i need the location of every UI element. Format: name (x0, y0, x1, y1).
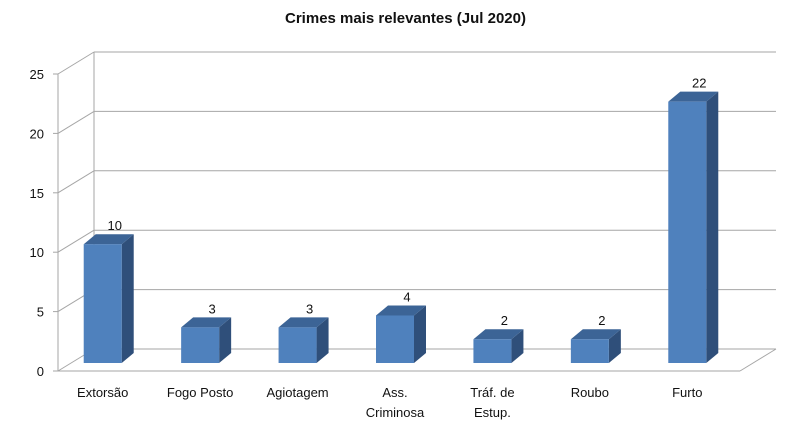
bar-top (181, 317, 232, 328)
bar-top (570, 329, 621, 340)
x-tick-label: Roubo (571, 385, 609, 400)
data-label: 2 (598, 313, 605, 328)
grid-depth-line (57, 229, 95, 253)
y-tick-label: 10 (30, 245, 44, 260)
x-tick-label: Tráf. de (470, 385, 514, 400)
y-tick-label: 0 (37, 364, 44, 379)
y-tick-label: 15 (30, 186, 44, 201)
data-label: 22 (692, 76, 706, 91)
bar-top (668, 91, 719, 102)
bar-side (414, 305, 426, 363)
y-tick-label: 25 (30, 67, 44, 82)
grid-depth-line (57, 110, 95, 134)
grid-depth-line (57, 170, 95, 194)
bar-top (376, 305, 426, 316)
x-tick-label: Furto (672, 385, 702, 400)
bar-side (706, 91, 719, 363)
x-tick-label: Criminosa (366, 405, 425, 420)
bar (278, 327, 317, 363)
bar (668, 101, 707, 363)
floor-right-edge (739, 348, 777, 372)
bar (473, 339, 512, 363)
bar-side (608, 329, 621, 363)
y-tick-label: 20 (30, 126, 44, 141)
bar (570, 339, 609, 363)
y-tick-label: 5 (37, 305, 44, 320)
grid-depth-line (57, 51, 95, 75)
x-tick-label: Ass. (382, 385, 407, 400)
data-label: 4 (403, 289, 410, 304)
bar (376, 315, 414, 363)
bar-side (511, 329, 524, 363)
bar-top (473, 329, 524, 340)
x-tick-label: Fogo Posto (167, 385, 234, 400)
bar-side (219, 317, 232, 363)
data-label: 10 (107, 218, 121, 233)
data-label: 2 (501, 313, 508, 328)
chart-title: Crimes mais relevantes (Jul 2020) (285, 10, 526, 27)
bar-top (83, 234, 134, 245)
bar (181, 327, 220, 363)
data-label: 3 (209, 301, 216, 316)
bar-side (316, 317, 329, 363)
x-tick-label: Extorsão (77, 385, 128, 400)
x-tick-label: Agiotagem (266, 385, 328, 400)
data-label: 3 (306, 301, 313, 316)
x-tick-label: Estup. (474, 405, 511, 420)
bar-top (278, 317, 329, 328)
bar-side (121, 234, 134, 363)
bar (83, 244, 122, 363)
